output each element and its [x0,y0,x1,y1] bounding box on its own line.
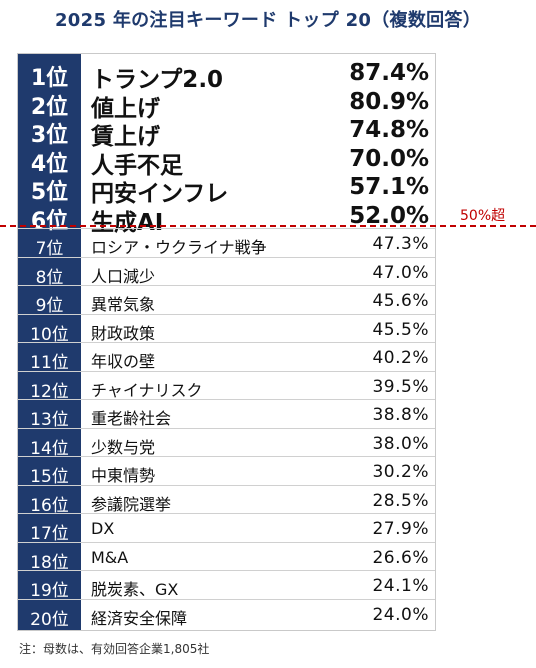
table-row: 8位 人口減少 47.0% [18,256,435,288]
keyword-label: 経済安全保障 [91,608,188,628]
percent-value: 45.6% [372,291,429,311]
rank-label: 2位 [30,94,69,120]
keyword-label: 重老齢社会 [91,409,172,428]
percent-value: 47.0% [372,262,429,283]
keyword-label: 少数与党 [91,437,156,457]
keyword-label: M&A [91,547,129,567]
keyword-label: トランプ2.0 [91,67,224,93]
table-row: 5位 円安インフレ 57.1% [18,171,435,207]
keyword-label: チャイナリスク [91,380,203,400]
percent-value: 38.0% [372,433,429,454]
rank-label: 9位 [35,296,64,316]
percent-value: 80.9% [349,88,429,115]
percent-value: 57.1% [349,174,429,200]
table-row: 16位 参議院選挙 28.5% [18,484,435,516]
threshold-label: 50%超 [460,208,506,224]
table-row: 15位 中東情勢 30.2% [18,456,435,487]
percent-value: 87.4% [349,60,429,86]
rank-label: 14位 [30,438,69,459]
rank-label: 18位 [30,552,69,573]
table-row: 3位 賃上げ 74.8% [18,114,435,150]
rank-label: 8位 [35,267,64,288]
footnote: 注：母数は、有効回答企業1,805社 [19,642,210,656]
rank-label: 11位 [30,353,69,373]
percent-value: 27.9% [372,519,429,539]
table-row: 7位 ロシア・ウクライナ戦争 47.3% [18,228,435,259]
table-row: 2位 値上げ 80.9% [18,86,435,122]
percent-value: 30.2% [372,462,429,482]
table-row: 11位 年収の壁 40.2% [18,342,435,373]
keyword-label: 円安インフレ [91,181,229,207]
rank-label: 5位 [30,180,69,205]
rank-label: 7位 [35,239,64,259]
table-row: 1位 トランプ2.0 87.4% [18,57,435,93]
keyword-label: 人口減少 [91,266,156,286]
rank-label: 16位 [30,495,69,516]
table-row: 12位 チャイナリスク 39.5% [18,370,435,402]
table-row: 18位 M&A 26.6% [18,541,435,573]
rank-label: 17位 [30,524,69,544]
table-row: 6位 生成AI 52.0% [18,200,435,236]
rank-label: 10位 [30,324,69,345]
rank-label: 13位 [30,410,69,430]
percent-value: 24.0% [372,604,429,625]
rank-label: 4位 [30,151,69,177]
percent-value: 52.0% [349,202,429,229]
percent-value: 70.0% [349,145,429,172]
percent-value: 45.5% [372,319,429,340]
keyword-label: 人手不足 [91,152,183,179]
table-row: 14位 少数与党 38.0% [18,427,435,459]
table-row: 10位 財政政策 45.5% [18,313,435,345]
keyword-label: 異常気象 [91,295,156,314]
keyword-label: DX [91,519,115,538]
keyword-label: 参議院選挙 [91,494,172,514]
table-row: 13位 重老齢社会 38.8% [18,399,435,430]
percent-value: 47.3% [372,234,429,254]
percent-value: 39.5% [372,376,429,397]
table-row: 9位 異常気象 45.6% [18,285,435,316]
keyword-label: 年収の壁 [91,352,156,371]
table-row: 20位 経済安全保障 24.0% [18,598,435,630]
page-title: 2025 年の注目キーワード トップ 20（複数回答） [54,10,482,31]
rank-label: 19位 [30,581,69,601]
rank-label: 20位 [30,609,69,630]
keyword-label: 脱炭素、GX [91,580,179,599]
rank-label: 6位 [30,208,69,234]
percent-value: 40.2% [372,348,429,368]
keyword-label: 値上げ [91,95,160,122]
rank-label: 1位 [30,66,69,91]
rank-label: 15位 [30,467,69,487]
table-row: 4位 人手不足 70.0% [18,143,435,179]
keyword-label: 財政政策 [91,323,156,343]
percent-value: 26.6% [372,547,429,568]
keyword-label: 中東情勢 [91,466,156,485]
percent-value: 24.1% [372,576,429,596]
rank-label: 12位 [30,381,69,402]
keyword-label: ロシア・ウクライナ戦争 [91,238,267,257]
keyword-label: 賃上げ [91,124,160,150]
table-row: 19位 脱炭素、GX 24.1% [18,570,435,601]
fifty-percent-divider [0,225,536,227]
table-row: 17位 DX 27.9% [18,513,435,544]
percent-value: 38.8% [372,405,429,425]
rank-label: 3位 [30,123,69,148]
keyword-label: 生成AI [91,209,164,236]
ranking-table: 1位 トランプ2.0 87.4% 2位 値上げ 80.9% 3位 賃上げ 74.8% 4位 人手不足… [17,53,436,631]
percent-value: 28.5% [372,490,429,511]
percent-value: 74.8% [349,117,429,143]
